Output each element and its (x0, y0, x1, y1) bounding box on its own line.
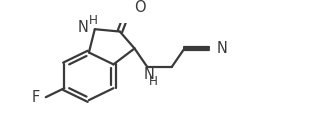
Text: N: N (78, 20, 88, 35)
Text: N: N (216, 41, 227, 56)
Text: O: O (134, 0, 145, 15)
Text: H: H (149, 75, 158, 88)
Text: N: N (143, 67, 154, 82)
Text: H: H (88, 14, 98, 27)
Text: F: F (31, 90, 40, 105)
